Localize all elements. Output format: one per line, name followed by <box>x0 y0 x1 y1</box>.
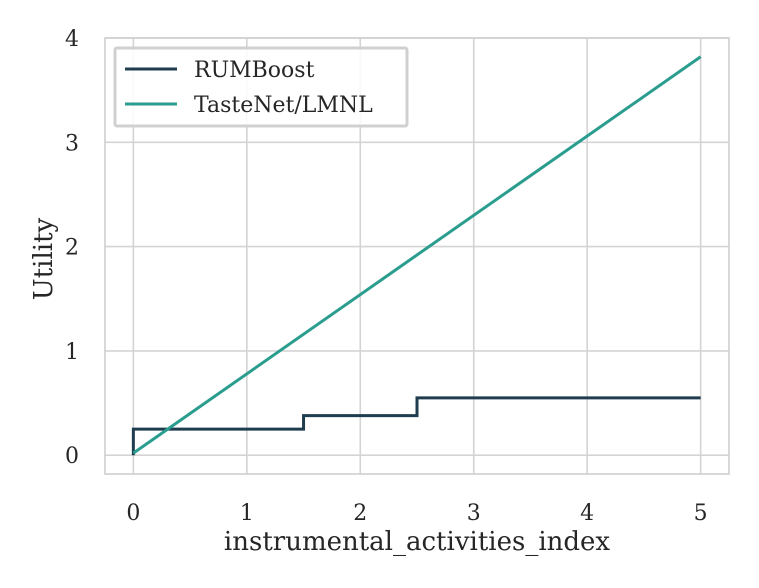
legend-label: TasteNet/LMNL <box>194 93 373 118</box>
y-tick-label: 3 <box>65 131 79 156</box>
x-tick-label: 5 <box>694 501 708 526</box>
x-axis-label: instrumental_activities_index <box>224 527 610 557</box>
x-tick-label: 3 <box>467 501 481 526</box>
x-tick-labels: 0 1 2 3 4 5 <box>126 501 707 526</box>
y-tick-label: 4 <box>65 27 79 52</box>
legend-label: RUMBoost <box>194 58 315 83</box>
legend-box <box>113 46 409 128</box>
series-line-tastenet-lmnl <box>132 55 702 455</box>
x-tick-label: 0 <box>126 501 140 526</box>
series-line-rumboost <box>131 396 701 456</box>
series-group <box>131 55 702 456</box>
y-tick-label: 1 <box>65 340 79 365</box>
y-tick-label: 0 <box>65 444 79 469</box>
y-axis-label: Utility <box>29 217 59 300</box>
y-tick-label: 2 <box>65 236 79 261</box>
legend: RUMBoost TasteNet/LMNL <box>113 46 409 128</box>
x-tick-label: 4 <box>580 501 594 526</box>
plot-frame <box>104 37 730 475</box>
x-tick-label: 2 <box>353 501 367 526</box>
x-tick-label: 1 <box>240 501 254 526</box>
y-tick-labels: 0 1 2 3 4 <box>65 27 79 469</box>
